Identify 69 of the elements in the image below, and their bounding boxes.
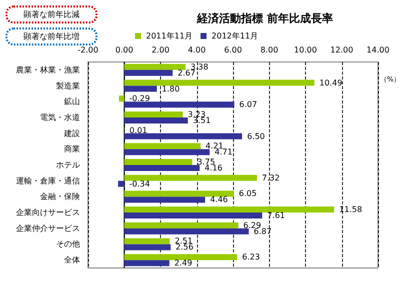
bar [124,206,334,213]
bar [124,238,170,244]
data-label: 6.05 [238,189,257,198]
bar [124,117,188,124]
chart-title: 経済活動指標 前年比成長率 [196,12,333,25]
x-tick-label: 14.00 [366,46,390,54]
bar [124,64,186,70]
bar [124,111,183,118]
bar [118,180,124,187]
data-label: 6.50 [247,132,265,141]
bar [124,70,173,76]
y-tick-label: 製造業 [56,81,80,90]
x-tick-label: 0.00 [115,46,134,54]
bar [124,212,262,219]
data-label: -0.29 [129,94,150,104]
y-tick-label: ホテル [56,160,80,170]
bar [118,96,124,102]
y-tick-label: 運輸・倉庫・通信 [16,176,80,186]
bar [124,228,249,234]
data-label: 4.46 [210,195,228,204]
data-label: 7.32 [262,173,280,182]
y-tick-label: 企業仲介サービス [16,224,80,233]
x-tick-label: 8.00 [260,46,278,54]
x-tick-label: 6.00 [224,46,242,54]
bar [124,80,314,86]
bar [124,260,170,266]
legend-label: 2012年11月 [212,32,258,40]
data-label: 7.61 [267,211,285,220]
data-label: 6.07 [239,100,258,110]
legend-label: 2011年11月 [146,32,193,40]
y-tick-label: 建設 [63,128,80,138]
data-label: -0.34 [129,179,150,188]
data-label: 4.16 [204,164,222,172]
data-label: 0.01 [129,126,148,135]
bar [124,190,234,197]
bar [124,174,257,181]
bar [124,86,157,92]
text: 顕著な前年比減 [22,10,80,19]
y-tick-label: その他 [56,240,80,249]
x-tick-label: 12.00 [330,46,354,54]
data-label: 2.49 [174,258,192,268]
bar [124,133,242,140]
text: 顕著な前年比増 [22,32,80,41]
data-label: 1.80 [162,84,180,94]
y-tick-label: 商業 [64,144,80,154]
y-tick-label: 金融・保険 [40,192,80,202]
y-tick-label: 農業・林業・漁業 [16,65,80,74]
bar [124,196,206,203]
bar [124,159,192,165]
data-label: 2.56 [176,242,194,252]
bar [124,149,210,156]
bar [124,165,200,171]
y-tick-label: 電気・水道 [40,112,80,122]
bar [124,102,234,108]
data-label: 4.71 [214,148,232,157]
bar [124,143,201,150]
y-tick-label: 鉱山 [64,97,80,106]
y-tick-label: 全体 [64,256,80,265]
data-label: 10.49 [319,78,342,88]
bar [124,254,238,260]
x-tick-label: 2.00 [152,46,170,54]
bar [124,244,171,250]
x-tick-label: 4.00 [188,46,206,54]
bar [124,222,238,228]
data-label: 6.23 [242,252,260,262]
x-tick-label: -2.00 [78,46,98,54]
data-label: 11.58 [339,205,362,214]
x-tick-label: 10.00 [294,46,317,54]
y-tick-label: 企業向けサービス [16,208,80,218]
